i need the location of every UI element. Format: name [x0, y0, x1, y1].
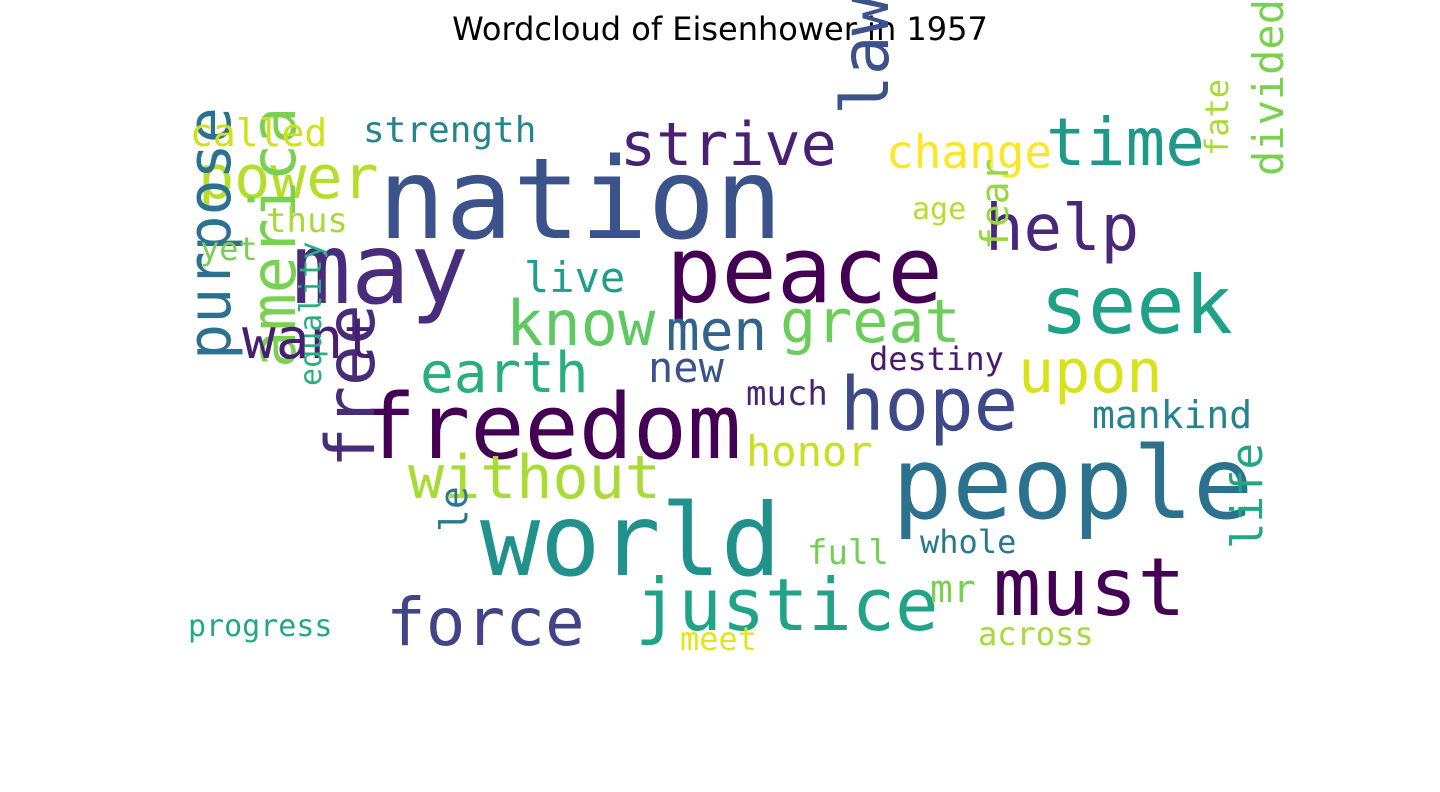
- word-must: must: [993, 541, 1186, 634]
- word-strength: strength: [363, 110, 536, 151]
- word-live: live: [524, 253, 625, 302]
- word-progress: progress: [188, 609, 333, 644]
- word-men: men: [666, 299, 767, 364]
- word-help: help: [985, 192, 1139, 266]
- word-strive: strive: [620, 110, 837, 180]
- word-mankind: mankind: [1092, 393, 1252, 437]
- word-full: full: [807, 533, 889, 573]
- word-hope: hope: [840, 362, 1018, 448]
- word-earth: earth: [420, 341, 589, 406]
- word-meet: meet: [680, 620, 757, 658]
- word-nation: nation: [378, 135, 783, 265]
- word-freedom: freedom: [362, 375, 741, 480]
- word-change: change: [886, 125, 1052, 179]
- word-law: law: [827, 0, 904, 115]
- word-whole: whole: [920, 523, 1016, 561]
- word-divided: divided: [1244, 0, 1293, 176]
- word-without: without: [408, 443, 661, 513]
- word-power: power: [198, 143, 379, 213]
- word-le: le: [432, 486, 476, 532]
- word-honor: honor: [746, 427, 872, 476]
- chart-title: Wordcloud of Eisenhower in 1957: [452, 10, 988, 48]
- word-seek: seek: [1040, 259, 1233, 352]
- word-upon: upon: [1018, 337, 1163, 407]
- word-free: free: [312, 304, 391, 468]
- word-fate: fate: [1198, 79, 1236, 156]
- word-great: great: [780, 287, 961, 357]
- word-purpose: purpose: [175, 107, 245, 360]
- word-destiny: destiny: [869, 340, 1004, 378]
- word-fear: fear: [973, 158, 1017, 250]
- word-yet: yet: [200, 230, 258, 268]
- word-people: people: [892, 425, 1253, 542]
- word-called: called: [190, 111, 327, 155]
- word-world: world: [480, 482, 781, 599]
- word-time: time: [1046, 104, 1205, 181]
- word-force: force: [386, 584, 585, 661]
- word-across: across: [978, 615, 1094, 653]
- word-much: much: [746, 374, 828, 414]
- word-equality: equality: [294, 242, 329, 387]
- word-peace: peace: [666, 217, 943, 324]
- word-mr: mr: [930, 567, 976, 611]
- word-life: life: [1222, 443, 1273, 549]
- word-justice: justice: [635, 563, 938, 647]
- word-america: america: [237, 107, 310, 368]
- word-new: new: [648, 343, 725, 392]
- word-know: know: [506, 287, 656, 360]
- word-may: may: [292, 213, 469, 327]
- word-want: want: [242, 307, 377, 372]
- word-thus: thus: [266, 201, 348, 241]
- word-age: age: [912, 192, 966, 227]
